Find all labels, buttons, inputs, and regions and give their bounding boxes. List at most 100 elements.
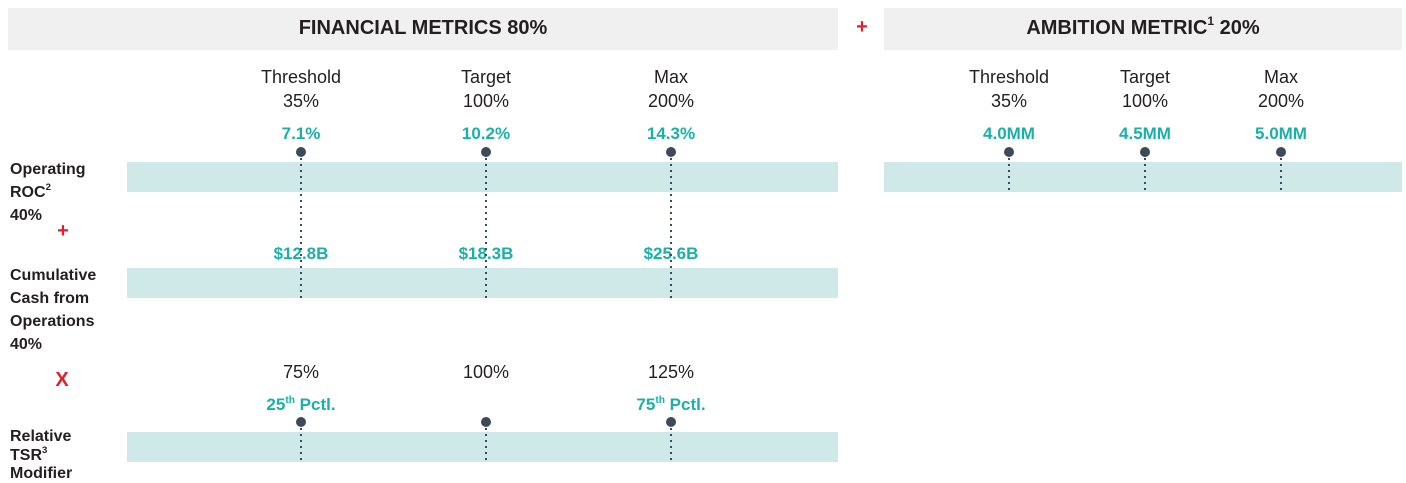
goal-value: 4.5MM: [1119, 124, 1171, 143]
text-part: Pctl.: [665, 395, 706, 414]
marker-dot: [666, 147, 676, 157]
header-title: FINANCIAL METRICS 80%: [299, 17, 548, 39]
modifier-label: 125%: [648, 362, 694, 382]
text-part: Target: [1120, 67, 1170, 87]
marker-dot: [296, 417, 306, 427]
text-part: Modifier: [10, 465, 72, 482]
goal-value: 25th Pctl.: [266, 395, 335, 414]
text-part: Cash from: [10, 290, 89, 307]
row-label: Cash from: [10, 290, 89, 307]
marker-dot: [481, 147, 491, 157]
join-symbol: X: [55, 369, 69, 391]
row-label: 40%: [10, 336, 42, 353]
marker-dot: [1004, 147, 1014, 157]
text-part: 4.0MM: [983, 124, 1035, 143]
text-part: 200%: [1258, 91, 1304, 111]
text-part: 25: [266, 395, 285, 414]
text-part: Max: [1264, 67, 1298, 87]
text-part: 10.2%: [462, 124, 510, 143]
band: [127, 432, 838, 462]
text-part: +: [57, 220, 69, 242]
goal-value: $12.8B: [274, 244, 329, 263]
payout-label: 100%: [1122, 91, 1168, 111]
marker-dot: [666, 417, 676, 427]
level-label: Target: [461, 67, 511, 87]
band: [127, 162, 838, 192]
text-part: 100%: [463, 362, 509, 382]
level-label: Target: [1120, 67, 1170, 87]
row-label: Modifier: [10, 465, 72, 482]
text-part: Threshold: [969, 67, 1049, 87]
text-part: 7.1%: [282, 124, 321, 143]
marker-dot: [1140, 147, 1150, 157]
text-part: ROC: [10, 184, 46, 201]
row-label: Relative: [10, 428, 71, 445]
level-label: Threshold: [969, 67, 1049, 87]
text-part: Target: [461, 67, 511, 87]
superscript: 3: [42, 445, 47, 456]
join-symbol: +: [57, 220, 69, 242]
text-part: 20%: [1214, 17, 1260, 39]
text-part: Relative: [10, 428, 71, 445]
goal-value: $25.6B: [644, 244, 699, 263]
band: [884, 162, 1402, 192]
text-part: 40%: [10, 336, 42, 353]
payout-label: 200%: [1258, 91, 1304, 111]
text-part: 4.5MM: [1119, 124, 1171, 143]
row-label: TSR3: [10, 445, 47, 464]
superscript: th: [285, 395, 295, 406]
payout-label: 100%: [463, 91, 509, 111]
text-part: 35%: [991, 91, 1027, 111]
row-label: 40%: [10, 207, 42, 224]
payout-label: 200%: [648, 91, 694, 111]
row-label: ROC2: [10, 182, 51, 201]
text-part: 200%: [648, 91, 694, 111]
text-part: $18.3B: [459, 244, 514, 263]
goal-value: 5.0MM: [1255, 124, 1307, 143]
text-part: 100%: [1122, 91, 1168, 111]
superscript: 2: [46, 182, 51, 193]
text-part: 75: [636, 395, 655, 414]
row-label: Operating: [10, 161, 86, 178]
marker-dot: [296, 147, 306, 157]
text-part: 35%: [283, 91, 319, 111]
ambition-header: [884, 8, 1402, 50]
modifier-label: 100%: [463, 362, 509, 382]
text-part: 5.0MM: [1255, 124, 1307, 143]
text-part: Threshold: [261, 67, 341, 87]
level-label: Max: [654, 67, 688, 87]
marker-dot: [481, 417, 491, 427]
row-label: Cumulative: [10, 267, 96, 284]
text-part: FINANCIAL METRICS 80%: [299, 17, 548, 39]
text-part: Operations: [10, 313, 95, 330]
superscript: 1: [1207, 14, 1214, 28]
goal-value: 75th Pctl.: [636, 395, 705, 414]
text-part: Max: [654, 67, 688, 87]
marker-dot: [1276, 147, 1286, 157]
text-part: TSR: [10, 447, 42, 464]
join-symbol: +: [856, 16, 868, 38]
payout-label: 35%: [283, 91, 319, 111]
text-part: Operating: [10, 161, 86, 178]
text-part: 125%: [648, 362, 694, 382]
text-part: +: [856, 16, 868, 38]
text-part: Cumulative: [10, 267, 96, 284]
level-label: Threshold: [261, 67, 341, 87]
level-label: Max: [1264, 67, 1298, 87]
text-part: 100%: [463, 91, 509, 111]
text-part: Pctl.: [295, 395, 336, 414]
header-title: AMBITION METRIC1 20%: [1026, 14, 1260, 39]
financial-header: [8, 8, 838, 50]
text-part: $25.6B: [644, 244, 699, 263]
text-part: 40%: [10, 207, 42, 224]
band: [127, 268, 838, 298]
goal-value: 10.2%: [462, 124, 510, 143]
row-label: Operations: [10, 313, 95, 330]
goal-value: 7.1%: [282, 124, 321, 143]
modifier-label: 75%: [283, 362, 319, 382]
text-part: $12.8B: [274, 244, 329, 263]
text-part: AMBITION METRIC: [1026, 17, 1207, 39]
text-part: X: [55, 369, 69, 391]
goal-value: 14.3%: [647, 124, 695, 143]
